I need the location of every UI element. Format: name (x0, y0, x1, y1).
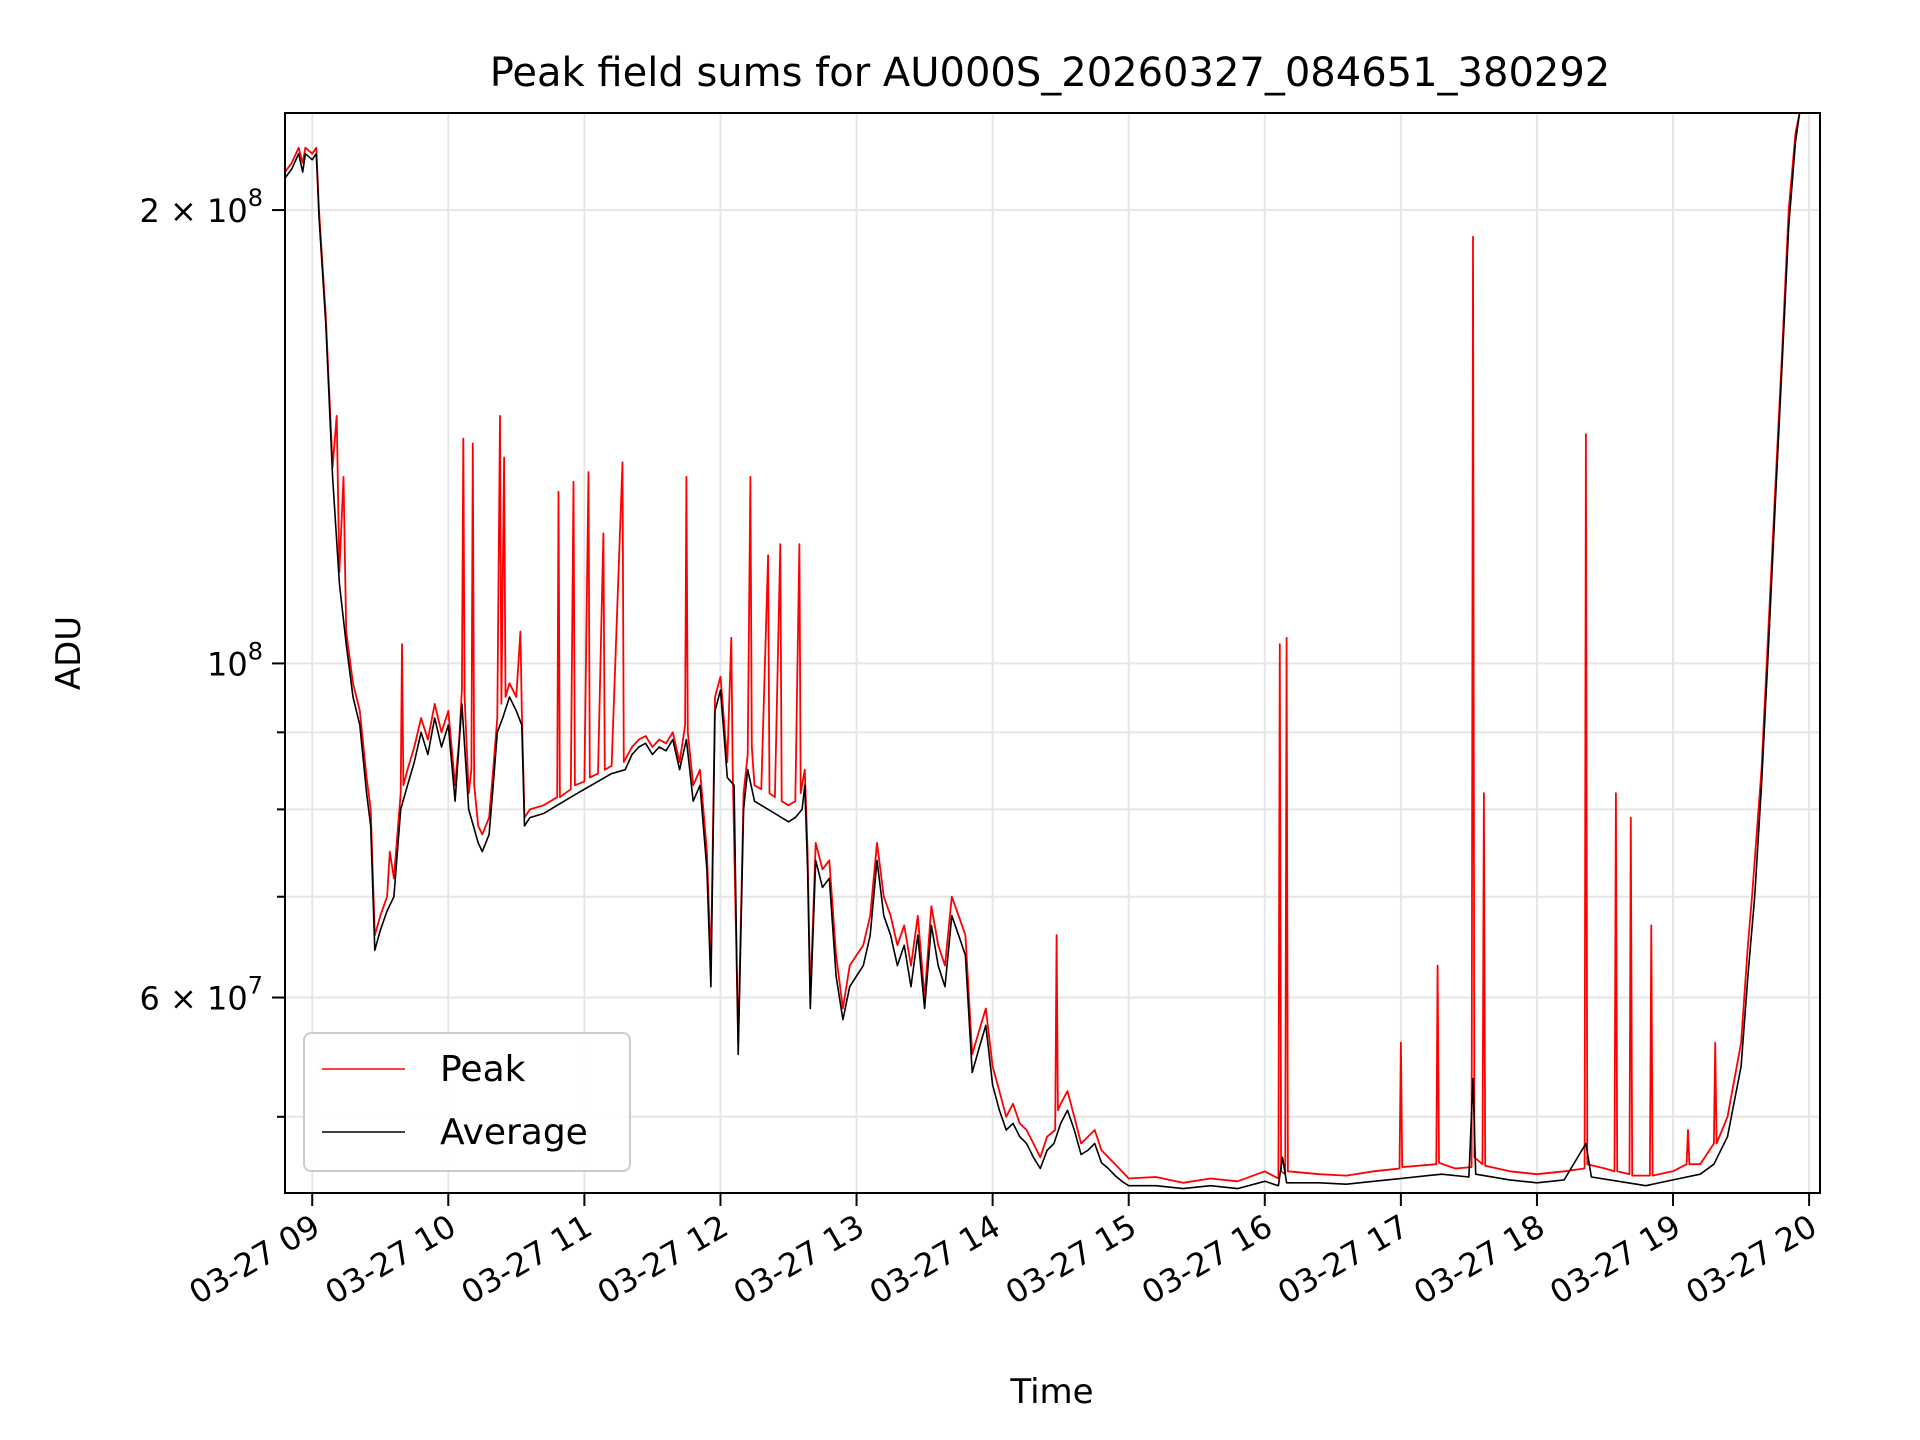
y-tick-label-exponent: 7 (248, 972, 263, 1000)
y-axis-label: ADU (49, 616, 89, 690)
legend-box (303, 1032, 631, 1172)
series-line-average (285, 113, 1801, 1190)
plot-series (285, 113, 1801, 1190)
plot-frame (284, 112, 1821, 1194)
y-tick-label: 108 (207, 637, 263, 683)
y-tick-label-exponent: 8 (248, 184, 263, 212)
legend-label-peak: Peak (440, 1049, 526, 1090)
chart-title: Peak field sums for AU000S_20260327_0846… (490, 50, 1611, 96)
y-tick-label-base: 2 × 10 (139, 192, 247, 230)
y-tick-label: 2 × 108 (139, 184, 263, 230)
grid (285, 113, 1820, 1193)
y-tick-label-base: 6 × 10 (139, 980, 247, 1018)
y-tick-label-exponent: 8 (248, 637, 263, 665)
series-group (285, 113, 1801, 1190)
y-tick-label: 6 × 107 (139, 972, 263, 1018)
x-axis-label: Time (1009, 1372, 1093, 1412)
legend-label-average: Average (440, 1112, 588, 1153)
legend: Peak Average (303, 1032, 631, 1172)
y-tick-label-base: 10 (207, 645, 248, 683)
